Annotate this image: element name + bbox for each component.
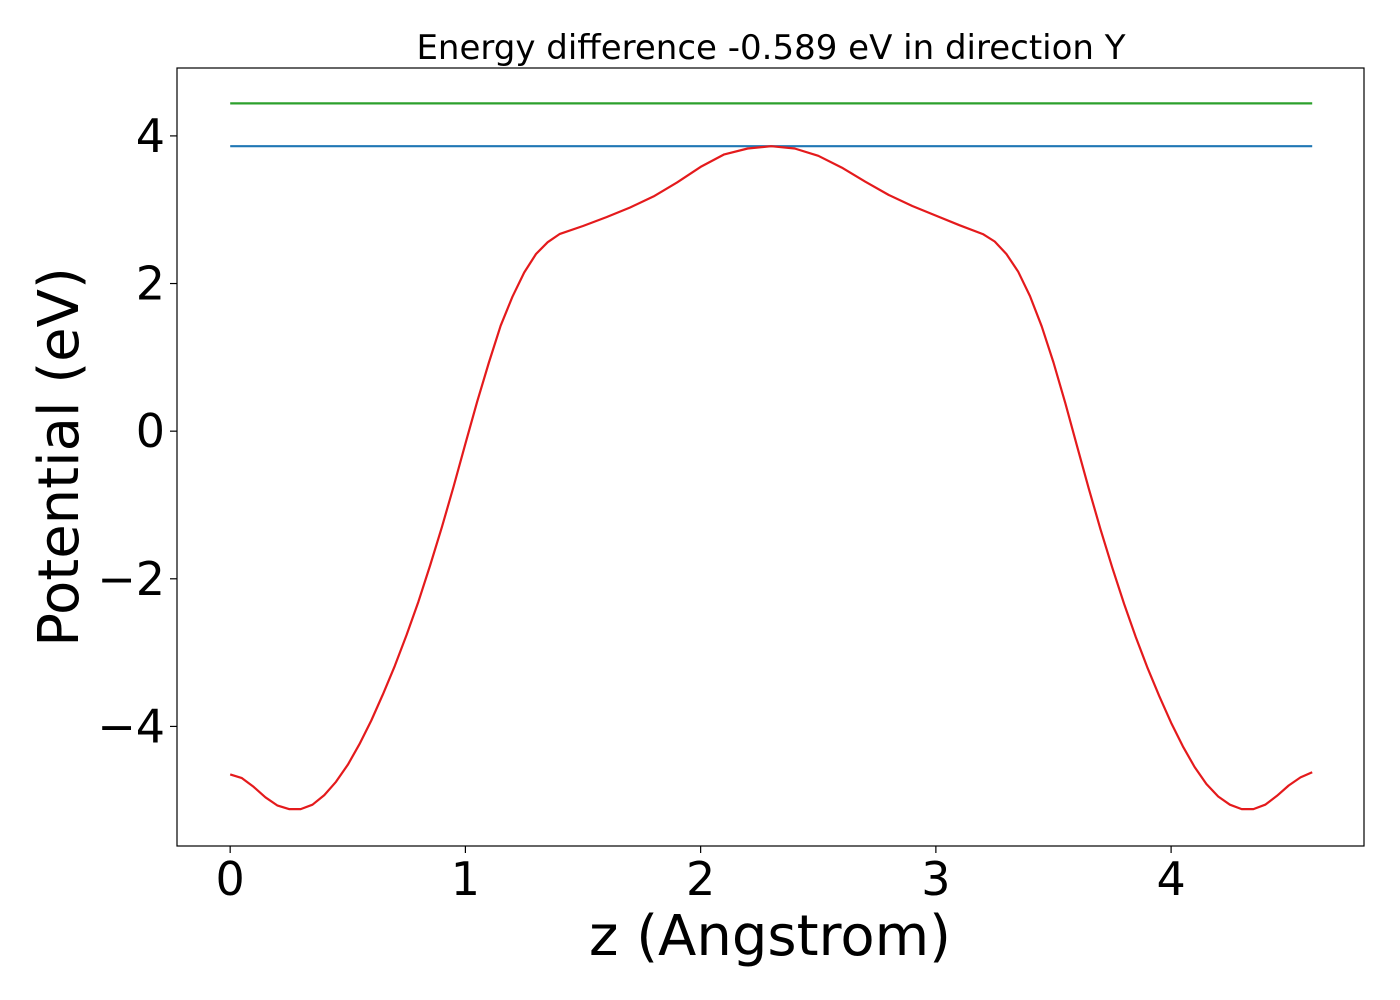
y-axis: −4 −2 0 2 4 <box>97 109 177 753</box>
x-tick-label: 2 <box>686 852 715 906</box>
x-tick-label: 1 <box>451 852 480 906</box>
y-tick-label: 4 <box>136 109 165 163</box>
y-axis-label: Potential (eV) <box>27 267 92 647</box>
y-tick-label: −4 <box>97 699 165 753</box>
x-tick-label: 4 <box>1156 852 1185 906</box>
x-axis-label: z (Angstrom) <box>589 904 951 969</box>
series-line-2 <box>229 145 1313 811</box>
x-tick-label: 3 <box>921 852 950 906</box>
x-axis: 0 1 2 3 4 <box>216 846 1186 906</box>
y-tick-label: 2 <box>136 257 165 311</box>
plot-frame <box>176 67 1365 847</box>
chart-title: Energy difference -0.589 eV in direction… <box>416 28 1125 68</box>
x-tick-label: 0 <box>216 852 245 906</box>
y-tick-label: −2 <box>97 552 165 606</box>
y-tick-label: 0 <box>136 404 165 458</box>
plot-area <box>229 102 1313 811</box>
